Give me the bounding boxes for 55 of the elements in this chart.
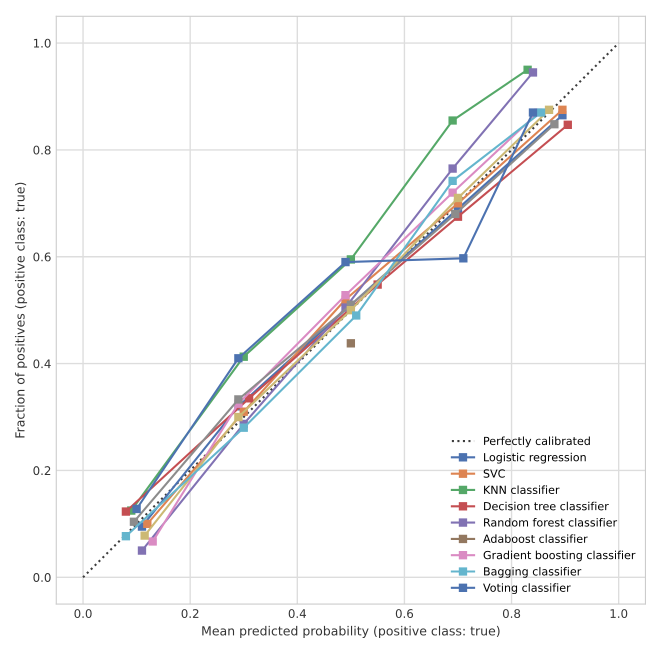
x-tick-label: 0.2 [182, 609, 198, 618]
point [528, 108, 538, 117]
point [448, 188, 457, 197]
point [148, 537, 157, 546]
point [558, 106, 567, 114]
point [234, 354, 243, 362]
point [459, 254, 468, 263]
point [244, 394, 254, 402]
legend-label: KNN classifier [484, 485, 560, 494]
point [143, 520, 152, 528]
point [536, 108, 546, 117]
point [448, 116, 457, 125]
x-axis-title: Mean predicted probability (positive class: true) [202, 626, 500, 638]
point [448, 164, 457, 173]
legend-label: Perfectly calibrated [484, 436, 590, 448]
point [122, 532, 130, 540]
point [130, 518, 138, 526]
x-tick-label: 0.6 [396, 609, 414, 618]
point [234, 412, 243, 422]
legend-label: Voting classifier [483, 583, 571, 594]
point [544, 106, 554, 114]
point [234, 395, 243, 404]
y-tick-label: 1.0 [34, 38, 51, 48]
point [454, 194, 462, 202]
legend-label: SVC [484, 469, 505, 478]
legend-label: Adaboost classifier [483, 534, 588, 543]
point [352, 311, 360, 320]
point [341, 258, 350, 266]
legend-label: Decision tree classifier [484, 502, 609, 510]
point [140, 531, 149, 540]
x-tick-label: 0.4 [288, 609, 306, 618]
x-tick-label: 1.0 [610, 609, 628, 618]
point [341, 291, 350, 300]
legend-label: Bagging classifier [484, 566, 582, 578]
y-tick-label: 0.8 [33, 146, 51, 155]
x-tick-label: 0.0 [74, 609, 92, 618]
y-tick-label: 0.0 [33, 573, 51, 582]
point [451, 210, 460, 218]
x-tick-label: 0.8 [502, 609, 520, 618]
y-tick-label: 0.6 [33, 252, 51, 262]
point [138, 546, 146, 555]
legend-label: Random forest classifier [484, 518, 618, 527]
legend-label: Gradient boosting classifier [484, 550, 636, 562]
point [346, 339, 356, 348]
point [132, 504, 141, 514]
point [240, 424, 248, 432]
point [122, 507, 130, 516]
point [550, 120, 559, 128]
point [448, 176, 457, 186]
legend-label: Logistic regression [484, 452, 586, 464]
point [528, 68, 538, 77]
y-axis-title: Fraction of positives (positive class: true) [14, 182, 28, 438]
point [564, 120, 572, 129]
y-tick-label: 0.2 [33, 466, 50, 476]
y-tick-label: 0.4 [33, 359, 51, 368]
